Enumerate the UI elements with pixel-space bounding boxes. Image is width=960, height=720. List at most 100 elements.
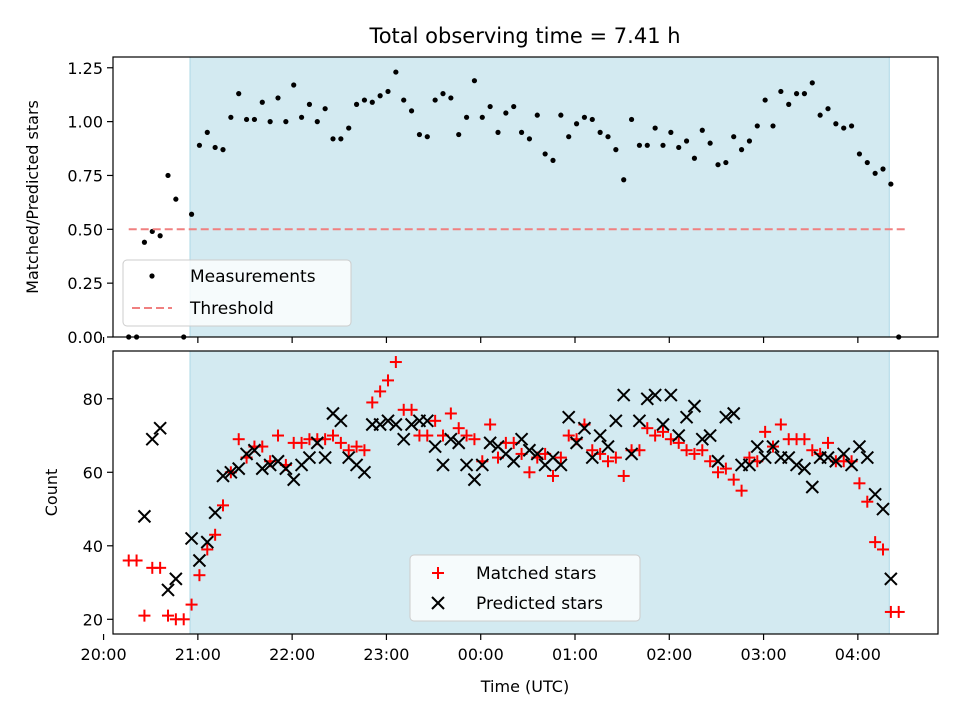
measurement-point (188, 211, 195, 217)
matched-star-point (688, 447, 701, 460)
matched-star-point (696, 444, 709, 457)
measurement-point (746, 138, 753, 144)
measurement-point (738, 147, 745, 153)
matched-star-point (162, 609, 174, 622)
predicted-star-point (797, 461, 812, 476)
measurement-points (126, 69, 902, 340)
measurement-point (393, 69, 399, 75)
y-tick-label: 0.75 (67, 166, 103, 185)
measurement-point (471, 78, 478, 84)
measurement-point (487, 103, 493, 110)
predicted-star-point (617, 388, 631, 402)
predicted-star-point (609, 414, 623, 428)
matched-star-point (389, 356, 402, 369)
count-panel: 20 40 60 80 20:00 21:00 22:00 23:00 00:00 01:00 0… (42, 350, 939, 696)
measurement-point (236, 91, 242, 97)
predicted-star-point (397, 432, 411, 446)
matched-star-point (366, 396, 379, 409)
measurement-point (809, 80, 815, 86)
x-tick-label: 01:00 (552, 645, 598, 664)
time-x-axis-ticks: 20:00 21:00 22:00 23:00 00:00 01:00 02:00 03:00… (81, 634, 881, 664)
predicted-star-point (805, 480, 819, 494)
measurement-point (589, 116, 595, 123)
measurement-point (770, 123, 776, 129)
predicted-star-point (318, 450, 332, 465)
predicted-star-point (514, 432, 529, 446)
predicted-star-point (459, 458, 474, 472)
measurement-point (668, 129, 674, 135)
measurement-point (291, 82, 297, 88)
matched-star-point (193, 569, 206, 582)
measurement-point (212, 144, 218, 151)
matched-star-point (468, 433, 481, 446)
measurement-point (157, 233, 163, 239)
predicted-star-point (184, 531, 199, 546)
predicted-star-point (852, 439, 867, 454)
predicted-star-point (263, 458, 277, 472)
matched-star-point (460, 429, 473, 442)
legend-measurements-label: Measurements (190, 267, 316, 287)
predicted-star-point (137, 509, 152, 524)
measurement-point (731, 134, 737, 140)
matched-star-point (798, 433, 811, 446)
y-tick-label: 0.00 (67, 328, 103, 347)
predicted-star-point (672, 428, 686, 443)
measurement-point (330, 136, 336, 142)
measurement-point (416, 131, 423, 138)
ratio-axes-frame (112, 56, 939, 338)
predicted-star-point (727, 406, 741, 421)
matched-star-point (743, 451, 756, 464)
measurement-point (479, 114, 485, 120)
predicted-star-point (420, 414, 434, 428)
matched-star-point (672, 436, 685, 449)
matched-star-point (429, 414, 442, 427)
measurement-point (361, 97, 368, 103)
measurement-point (463, 114, 470, 120)
matched-star-point (374, 385, 387, 398)
matched-star-point (586, 444, 599, 457)
measurement-point (841, 125, 847, 131)
predicted-star-point (577, 421, 592, 435)
measurement-point (566, 134, 572, 140)
chart-title: Total observing time = 7.41 h (368, 24, 680, 48)
measurement-point (259, 99, 265, 105)
predicted-star-point (483, 436, 497, 450)
measurement-point (377, 93, 383, 99)
y-tick-label: 20 (83, 610, 103, 629)
measurement-point (456, 131, 462, 138)
predicted-star-point (601, 439, 615, 454)
predicted-star-point (373, 417, 387, 432)
predicted-star-point (279, 461, 293, 476)
matched-star-point (641, 422, 654, 435)
predicted-star-point (389, 417, 403, 432)
measurement-point (676, 144, 682, 151)
matched-star-point (727, 473, 740, 486)
measurement-point (306, 101, 313, 107)
predicted-star-point (711, 454, 725, 468)
predicted-star-point (247, 443, 262, 457)
matched-star-point (334, 436, 347, 449)
y-tick-label: 40 (83, 537, 103, 556)
predicted-star-point (844, 458, 859, 472)
predicted-star-point (169, 572, 183, 586)
measurement-point (754, 123, 760, 129)
legend-predicted-marker (431, 596, 445, 610)
predicted-star-point (200, 535, 214, 549)
y-tick-label: 0.50 (67, 220, 103, 239)
measurement-point (542, 151, 548, 157)
predicted-star-point (232, 461, 246, 476)
matched-star-point (657, 425, 669, 438)
x-tick-label: 22:00 (269, 645, 315, 664)
matched-star-point (617, 469, 630, 482)
x-tick-label: 04:00 (835, 645, 881, 664)
predicted-star-point (679, 410, 694, 424)
measurement-point (660, 142, 666, 148)
measurement-point (251, 116, 258, 123)
predicted-star-point (648, 388, 662, 402)
count-y-axis-ticks: 20 40 60 80 (83, 390, 113, 629)
measurement-point (322, 106, 328, 112)
x-tick-label: 20:00 (81, 645, 127, 664)
matched-star-point (154, 561, 167, 574)
x-tick-label: 03:00 (741, 645, 787, 664)
